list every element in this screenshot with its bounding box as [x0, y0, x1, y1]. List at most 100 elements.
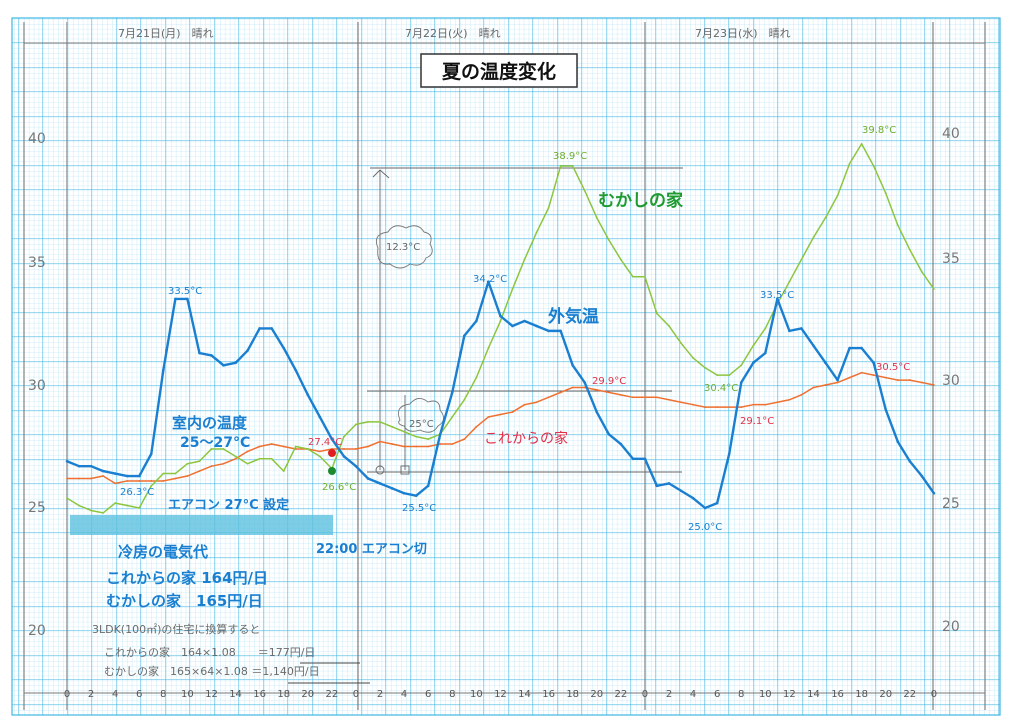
day-header-1: 7月21日(月) 晴れ	[118, 27, 214, 40]
conversion-old-house: むかしの家 165×64×1.08 ＝1,140円/日	[104, 664, 320, 678]
data-point	[751, 361, 755, 365]
data-point	[559, 165, 562, 167]
data-labels: 33.5°C 26.3°C 27.4°C 26.6°C 25.5°C 34.2°…	[120, 125, 910, 533]
data-point	[619, 442, 623, 446]
x-tick-label: 18	[855, 689, 868, 700]
x-tick-label: 14	[229, 689, 242, 700]
data-point	[788, 329, 791, 333]
data-point	[65, 459, 69, 463]
data-point	[932, 384, 935, 386]
data-point	[125, 474, 129, 478]
data-label: 34.2°C	[473, 274, 507, 285]
data-point	[451, 416, 454, 418]
data-point	[595, 410, 599, 414]
x-tick-label: 6	[425, 689, 431, 700]
data-point	[379, 421, 381, 423]
data-point	[234, 455, 237, 458]
data-point	[619, 258, 622, 261]
data-point	[270, 327, 273, 330]
data-point	[66, 497, 68, 500]
series-layer	[65, 143, 936, 514]
data-point	[222, 364, 225, 367]
data-point	[246, 349, 249, 352]
data-point	[499, 413, 502, 416]
pencil-notes: 3LDK(100㎡)の住宅に換算すると これからの家 164×1.08 ＝177…	[92, 622, 320, 678]
data-point	[860, 371, 863, 374]
data-point	[824, 384, 827, 386]
data-point	[571, 165, 574, 167]
data-label: 25.0°C	[688, 522, 722, 533]
data-point	[848, 346, 851, 350]
x-tick-label: 20	[590, 689, 603, 700]
y-tick-label: 25	[28, 500, 46, 516]
data-point	[246, 450, 249, 453]
data-point	[78, 477, 80, 480]
indoor-temp-title: 室内の温度	[172, 414, 248, 432]
x-tick-label: 20	[879, 689, 892, 700]
data-point	[728, 374, 731, 377]
chart-title: 夏の温度変化	[442, 60, 556, 83]
x-tick-label: 16	[253, 689, 266, 700]
data-point	[523, 403, 526, 406]
data-point	[162, 472, 165, 475]
data-label: 25.5°C	[402, 503, 436, 514]
data-point	[318, 455, 321, 458]
x-tick-label: 4	[690, 689, 696, 700]
data-point	[89, 464, 93, 468]
data-point	[66, 477, 68, 480]
data-point	[342, 455, 346, 458]
data-point	[692, 357, 694, 359]
data-point	[270, 457, 273, 460]
data-point	[764, 351, 767, 355]
cooling-cost-old: むかしの家 165円/日	[106, 592, 263, 610]
data-point	[739, 381, 743, 384]
data-point	[872, 361, 875, 365]
x-tick-label: 2	[377, 689, 383, 700]
data-point	[860, 143, 863, 145]
x-axis: 0 2 4 6 8 10 12 14 16 18 20 22 0 2 4 6 8 10 12 14 16 18 20 22 0 2…	[64, 689, 937, 700]
data-point	[102, 475, 105, 477]
data-point	[547, 396, 550, 399]
data-point	[752, 344, 755, 347]
data-point	[475, 376, 478, 379]
data-point	[162, 368, 165, 372]
data-point	[800, 258, 803, 261]
data-point	[210, 354, 213, 357]
data-point	[704, 366, 707, 369]
data-point	[282, 346, 286, 350]
data-label: 30.5°C	[876, 362, 910, 373]
x-tick-label: 6	[136, 689, 142, 700]
x-tick-label: 20	[301, 689, 314, 700]
data-point	[186, 475, 189, 477]
data-point	[511, 411, 514, 413]
data-point	[848, 162, 851, 165]
data-point	[198, 470, 201, 472]
data-point	[511, 324, 514, 328]
ac-off-note: 22:00 エアコン切	[316, 542, 427, 557]
data-point	[114, 482, 117, 485]
new-house-22h-marker	[328, 449, 336, 457]
data-point	[463, 334, 466, 338]
data-point	[90, 477, 92, 480]
x-tick-label: 0	[931, 689, 937, 700]
ac-setting-note: エアコン 27°C 設定	[168, 497, 289, 513]
data-point	[920, 381, 923, 384]
data-point	[258, 327, 261, 330]
data-point	[126, 480, 129, 482]
x-tick-label: 0	[642, 689, 648, 700]
data-point	[463, 438, 466, 441]
data-point	[258, 457, 261, 460]
data-point	[607, 432, 611, 436]
data-point	[402, 491, 406, 495]
y-axis-right: 40 35 30 25 20	[942, 126, 960, 635]
data-point	[174, 297, 177, 301]
data-point	[655, 484, 659, 488]
data-point	[330, 437, 334, 441]
data-point	[174, 472, 177, 475]
x-tick-label: 8	[738, 689, 744, 700]
data-label: 38.9°C	[553, 151, 587, 162]
x-tick-label: 22	[614, 689, 627, 700]
data-point	[343, 435, 345, 438]
data-point	[559, 391, 562, 394]
data-point	[547, 206, 550, 209]
